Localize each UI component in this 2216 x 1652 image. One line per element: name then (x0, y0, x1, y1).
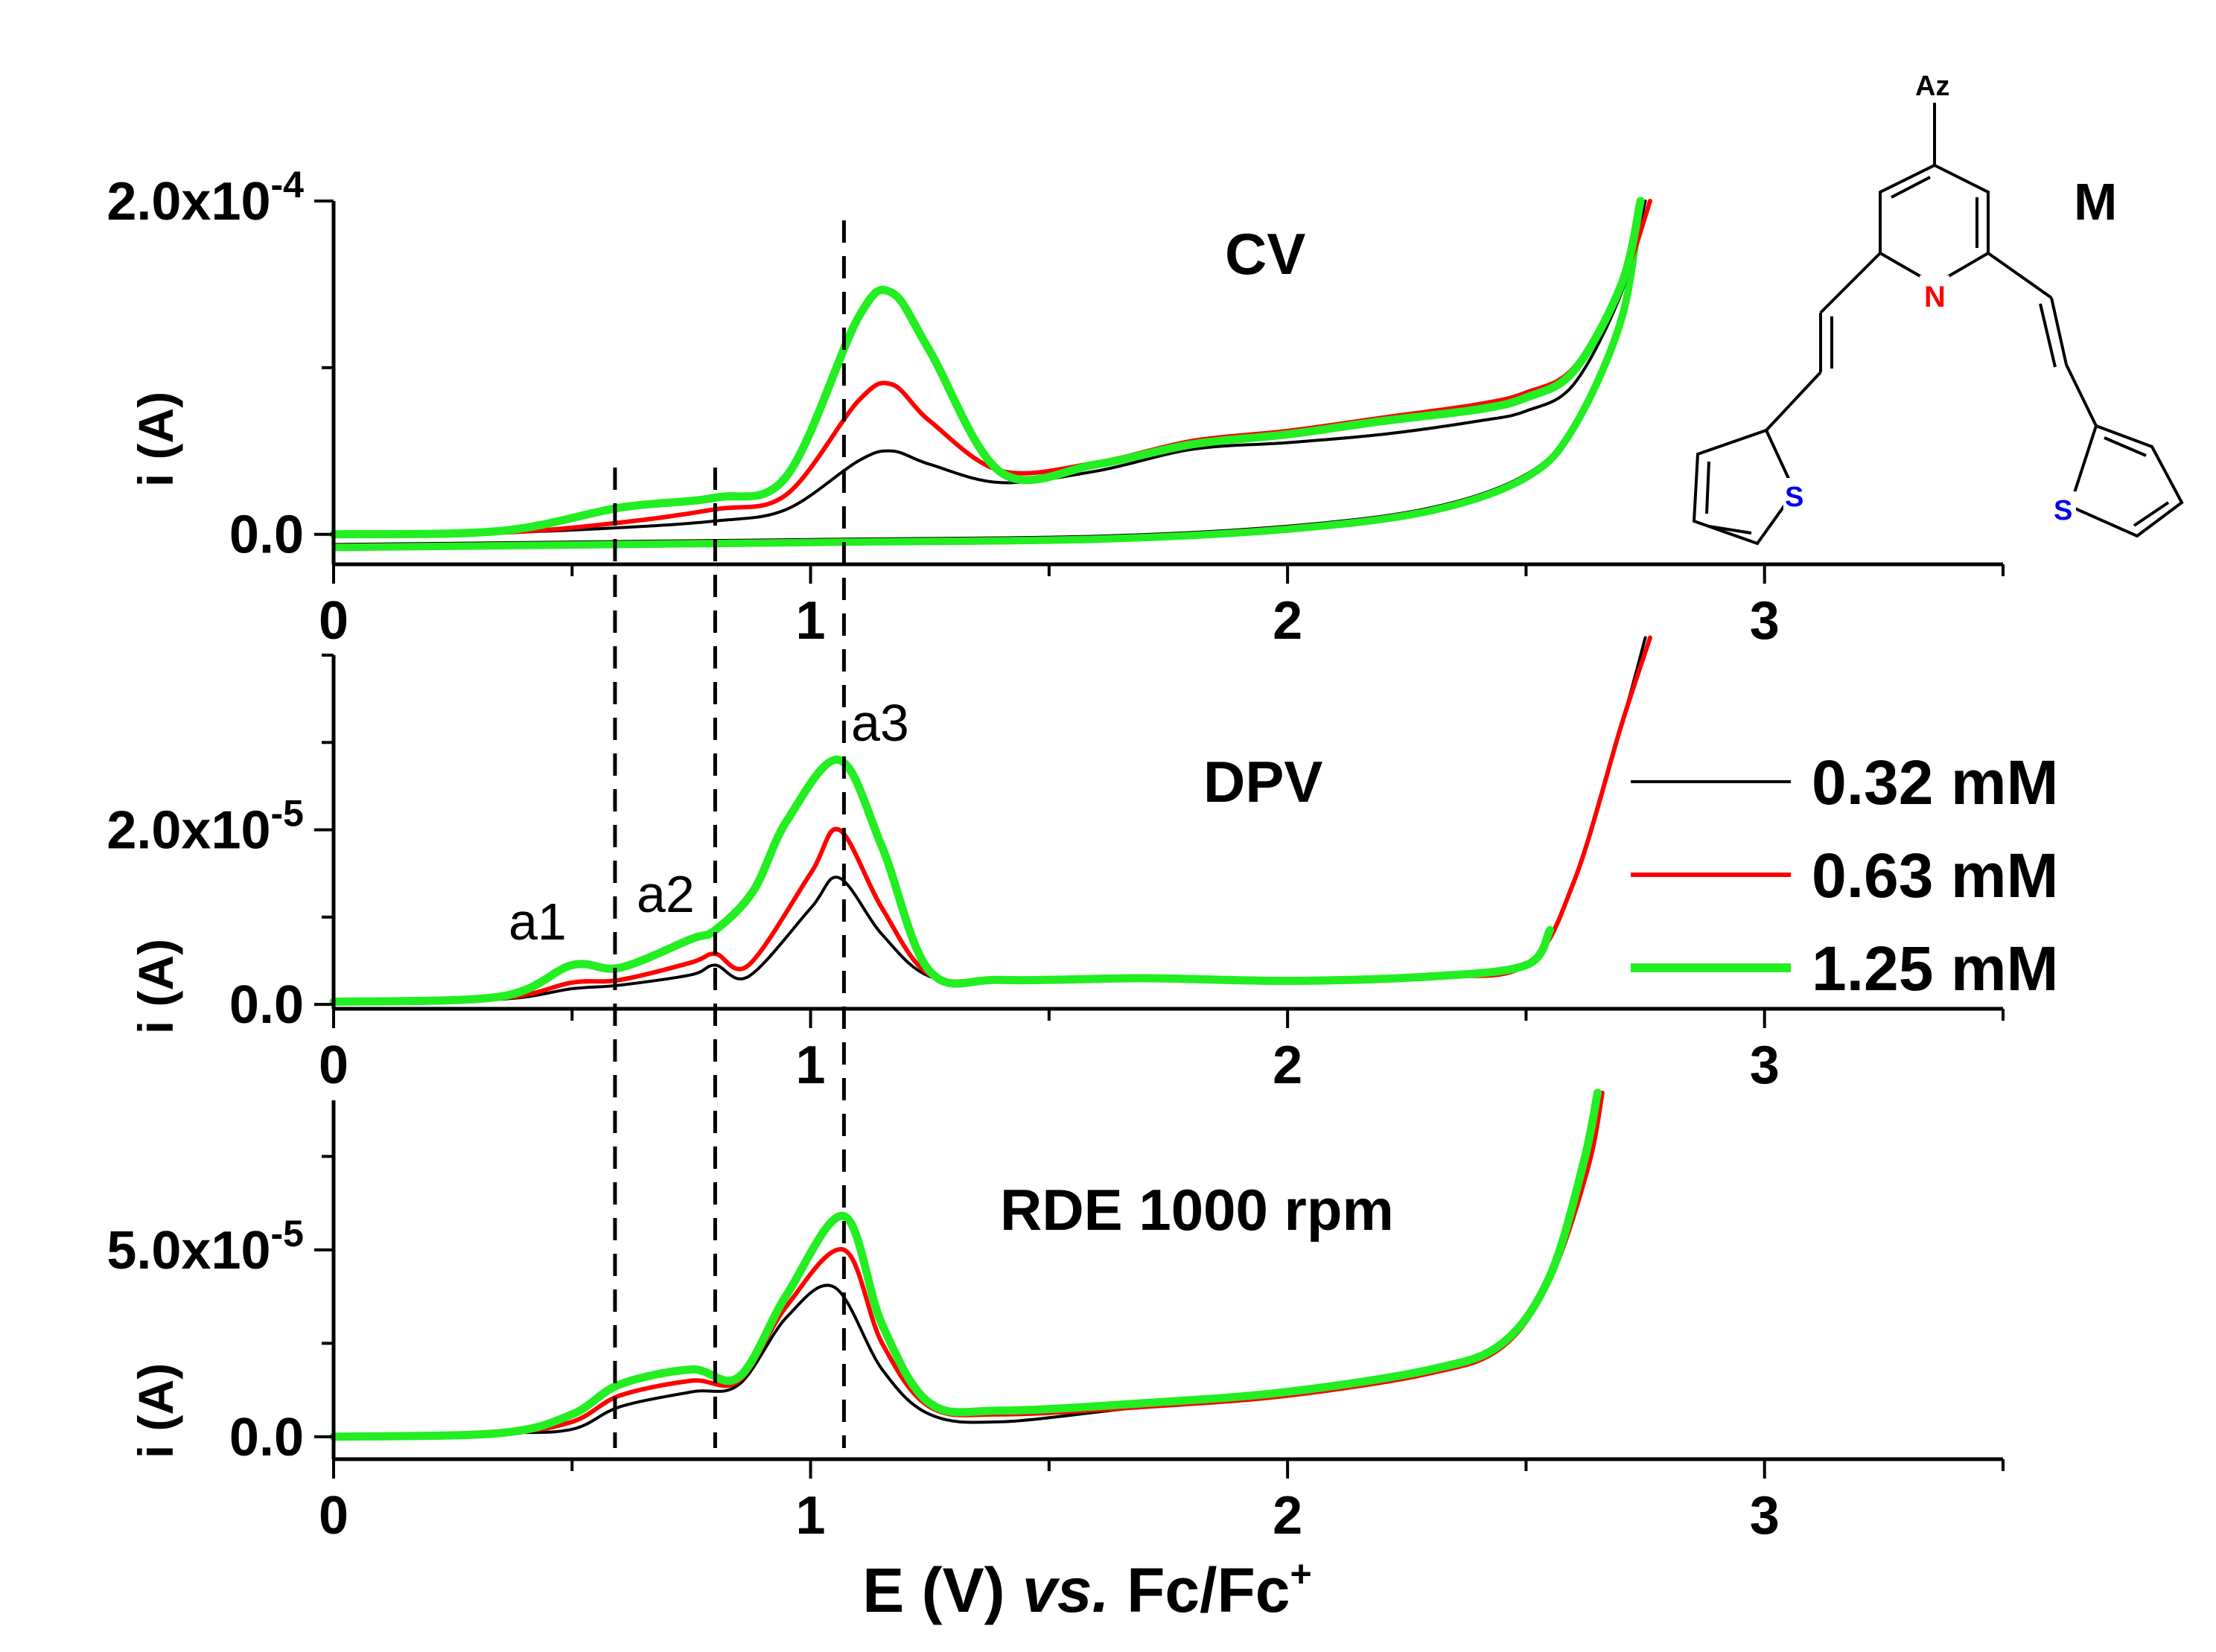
rde-x-tick-label: 3 (1750, 1486, 1780, 1546)
x-axis-title: E (V) vs. Fc/Fc+ (862, 1553, 1311, 1625)
x-axis-title-ref: Fc/Fc (1109, 1555, 1290, 1625)
cv-y-tick-label: 0.0 (229, 506, 304, 565)
cv-y-axis-label: i (A) (128, 392, 183, 487)
thiophene-left-double-2 (1708, 525, 1752, 535)
cv-return-scan-2 (333, 202, 1645, 552)
pyridine-double-1 (1891, 176, 1931, 199)
substituent-label: Az (1915, 71, 1949, 102)
thiophene-right-double-2 (2133, 501, 2170, 527)
legend-label-125: 1.25 mM (1812, 934, 2059, 1004)
rde-x-tick-label: 2 (1273, 1486, 1302, 1546)
vinyl-right-2 (2050, 297, 2068, 366)
rde-x-tick-label: 1 (796, 1486, 826, 1546)
dpv-x-tick-label: 2 (1273, 1036, 1302, 1095)
cv-return-scan-0 (333, 199, 1643, 546)
vinyl-right-1 (1987, 252, 2053, 299)
dpv-panel: 0 1 2 3 0.0 2.0x10-5 (106, 635, 2005, 1095)
dpv-y-axis-label: i (A) (128, 939, 183, 1034)
molecule-label: M (2074, 173, 2117, 231)
nitrogen-label: N (1924, 281, 1946, 313)
rde-series-125 (329, 1088, 1602, 1441)
cv-series-032 (332, 200, 1647, 536)
x-axis-title-sup: + (1290, 1553, 1312, 1595)
dpv-y-tick-label: 2.0x10-5 (106, 793, 304, 861)
rde-series-032 (332, 1091, 1599, 1438)
vinyl-left-1 (1819, 252, 1882, 314)
cv-series-063 (331, 199, 1652, 537)
legend-label-032: 0.32 mM (1812, 747, 2059, 817)
thiophene-left-double-1 (1705, 461, 1710, 514)
rde-y-tick-label: 5.0x10-5 (106, 1213, 304, 1281)
sulfur-left-label: S (1785, 482, 1803, 513)
rde-x-tick-label: 0 (319, 1486, 348, 1546)
rde-panel: 0 1 2 3 0.0 5.0x10-5 (106, 1088, 2005, 1546)
sulfur-right-bg (2052, 491, 2076, 523)
dpv-series-125 (329, 756, 1554, 1007)
sulfur-left-bg (1783, 478, 1807, 509)
cv-return-scan-1 (333, 200, 1643, 549)
nitrogen-label-bg (1920, 275, 1949, 311)
vinyl-left-3 (1765, 371, 1822, 432)
thiophene-right-double-1 (2104, 436, 2147, 457)
dashed-guide-lines (613, 220, 846, 1448)
pyridine-ring (1879, 163, 1990, 287)
cv-panel-title: CV (1225, 221, 1305, 287)
dpv-x-tick-label: 3 (1750, 1036, 1780, 1095)
dpv-x-tick-label: 1 (796, 1036, 826, 1095)
x-axis-title-main: E (V) (862, 1555, 1022, 1625)
vinyl-right-2b (2039, 303, 2057, 368)
cv-x-tick-label: 2 (1273, 591, 1302, 651)
cv-series-125 (329, 197, 1645, 539)
peak-label-a2: a2 (637, 865, 695, 923)
cv-panel: 0 1 2 3 0.0 2.0x10-4 (106, 164, 2005, 651)
peak-label-a3: a3 (851, 694, 909, 752)
dpv-y-tick-label: 0.0 (229, 975, 304, 1035)
thiophene-right (2068, 424, 2184, 538)
rde-panel-title: RDE 1000 rpm (1000, 1177, 1394, 1243)
cv-x-tick-label: 0 (319, 591, 348, 651)
molecule-structure (1692, 103, 2184, 546)
rde-y-tick-label: 0.0 (229, 1408, 304, 1467)
dpv-x-tick-label: 0 (319, 1036, 348, 1095)
peak-label-a1: a1 (509, 893, 567, 951)
dpv-panel-title: DPV (1203, 749, 1322, 814)
x-axis-title-italic: vs. (1022, 1555, 1109, 1625)
cv-x-tick-label: 1 (796, 591, 826, 651)
legend-label-063: 0.63 mM (1812, 841, 2059, 910)
rde-series-063 (331, 1091, 1605, 1439)
sulfur-right-label: S (2054, 495, 2072, 526)
cv-x-tick-label: 3 (1750, 591, 1780, 651)
legend: 0.32 mM 0.63 mM 1.25 mM (1631, 747, 2059, 1004)
vinyl-right-3 (2065, 364, 2098, 427)
rde-y-axis-label: i (A) (128, 1363, 183, 1458)
cv-y-tick-label: 2.0x10-4 (106, 164, 304, 232)
